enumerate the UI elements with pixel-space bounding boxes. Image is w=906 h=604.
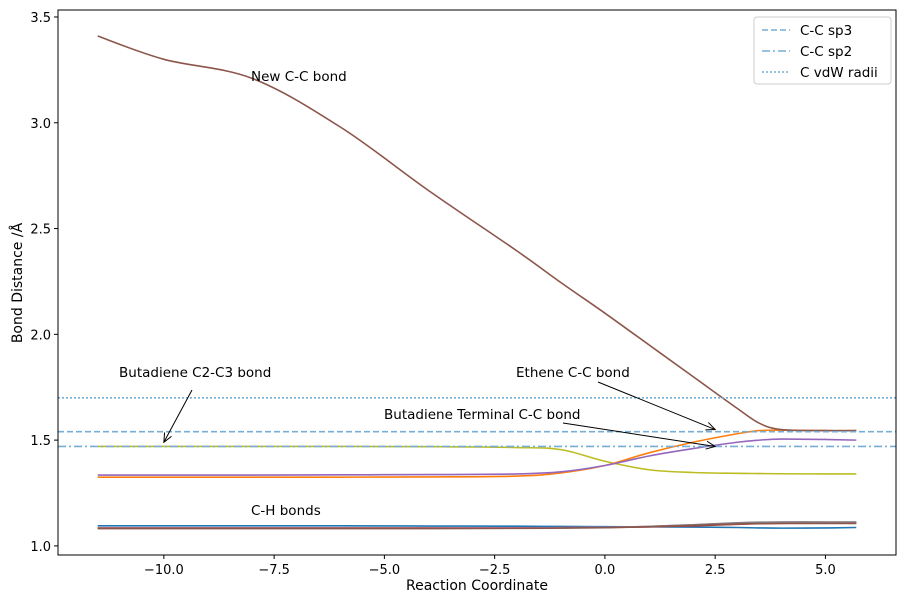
series-line-4 bbox=[97, 522, 857, 530]
annotations: New C-C bond Butadiene C2-C3 bond Ethene C… bbox=[119, 69, 715, 519]
x-tick-label: −5.0 bbox=[369, 563, 401, 578]
annotation-arrow bbox=[562, 422, 715, 446]
series-line-8 bbox=[97, 35, 857, 432]
series-line-5 bbox=[97, 445, 857, 475]
reference-lines bbox=[58, 397, 896, 448]
annotation-label: New C-C bond bbox=[251, 69, 347, 85]
annotation-label: C-H bonds bbox=[251, 503, 321, 519]
y-tick-label: 1.0 bbox=[30, 540, 51, 555]
y-tick-label: 3.0 bbox=[30, 117, 51, 132]
x-tick-label: −7.5 bbox=[258, 563, 290, 578]
x-tick-label: −10.0 bbox=[144, 563, 184, 578]
axes: −10.0 −7.5 −5.0 −2.5 0.0 2.5 5.0 1.0 1.5 2.0 2.5 3.… bbox=[30, 11, 835, 578]
x-axis-label: Reaction Coordinate bbox=[406, 578, 548, 594]
y-tick-label: 1.5 bbox=[30, 434, 51, 449]
plot-frame bbox=[57, 9, 897, 556]
annotation-arrow bbox=[597, 381, 715, 430]
x-tick-label: 0.0 bbox=[595, 563, 616, 578]
series-line-7 bbox=[97, 438, 857, 476]
legend-label: C-C sp2 bbox=[800, 44, 852, 60]
legend-label: C-C sp3 bbox=[800, 23, 852, 39]
x-tick-label: 5.0 bbox=[815, 563, 836, 578]
series-layer bbox=[97, 35, 857, 530]
series-line-6 bbox=[97, 429, 857, 478]
series-line-0 bbox=[97, 524, 857, 529]
y-tick-label: 2.5 bbox=[30, 223, 51, 238]
x-tick-label: 2.5 bbox=[705, 563, 726, 578]
y-tick-label: 2.0 bbox=[30, 328, 51, 343]
annotation-label: Butadiene Terminal C-C bond bbox=[384, 407, 580, 423]
y-tick-label: 3.5 bbox=[30, 11, 51, 26]
annotation-arrow bbox=[164, 389, 193, 442]
y-axis-label: Bond Distance /Å bbox=[9, 222, 26, 343]
legend-label: C vdW radii bbox=[800, 65, 878, 81]
annotation-label: Ethene C-C bond bbox=[516, 365, 630, 381]
x-tick-label: −2.5 bbox=[479, 563, 511, 578]
annotation-label: Butadiene C2-C3 bond bbox=[119, 365, 271, 381]
legend-box bbox=[753, 16, 892, 85]
legend: C-C sp3 C-C sp2 C vdW radii bbox=[753, 16, 892, 85]
